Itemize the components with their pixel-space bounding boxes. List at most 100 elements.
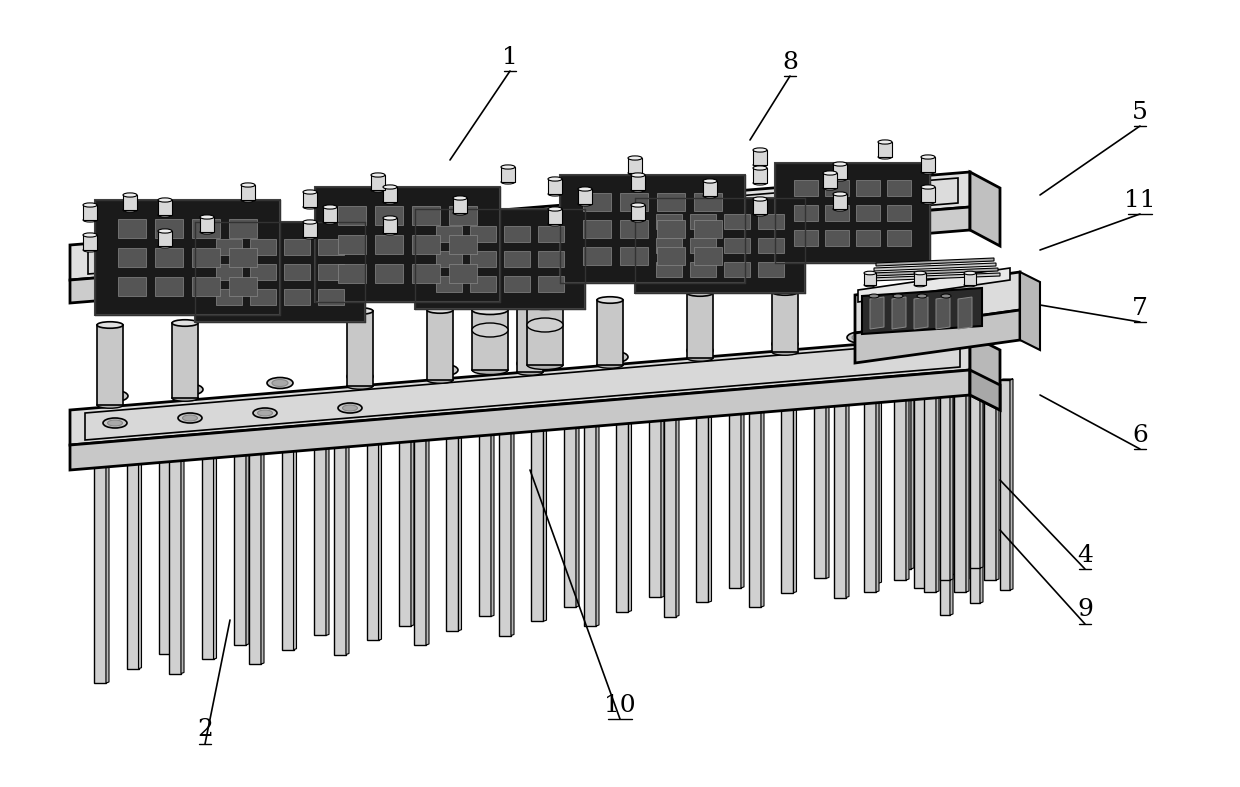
Polygon shape — [676, 400, 680, 616]
Polygon shape — [999, 380, 1011, 590]
Polygon shape — [69, 335, 970, 445]
Polygon shape — [864, 391, 879, 392]
Ellipse shape — [864, 272, 875, 275]
Polygon shape — [157, 231, 172, 246]
Ellipse shape — [753, 148, 768, 152]
Ellipse shape — [921, 200, 935, 204]
Polygon shape — [954, 391, 968, 392]
Ellipse shape — [177, 384, 203, 395]
Polygon shape — [892, 297, 906, 329]
Ellipse shape — [371, 173, 384, 177]
Polygon shape — [192, 248, 219, 267]
Ellipse shape — [303, 190, 317, 194]
Ellipse shape — [258, 410, 273, 416]
Polygon shape — [250, 239, 275, 255]
Ellipse shape — [923, 327, 937, 334]
Polygon shape — [470, 251, 496, 267]
Polygon shape — [577, 386, 579, 607]
Polygon shape — [97, 325, 123, 405]
Ellipse shape — [703, 179, 717, 183]
Polygon shape — [436, 226, 461, 242]
Polygon shape — [155, 248, 182, 267]
Polygon shape — [729, 372, 742, 588]
Polygon shape — [260, 437, 264, 664]
Ellipse shape — [687, 290, 713, 296]
Ellipse shape — [83, 248, 97, 252]
Polygon shape — [914, 377, 929, 378]
Polygon shape — [234, 417, 246, 645]
Polygon shape — [924, 391, 939, 392]
Polygon shape — [980, 387, 983, 603]
Polygon shape — [94, 453, 105, 683]
Ellipse shape — [108, 420, 123, 426]
Polygon shape — [878, 142, 892, 157]
Polygon shape — [216, 289, 242, 305]
Ellipse shape — [347, 371, 373, 382]
Polygon shape — [584, 407, 599, 408]
Polygon shape — [775, 163, 930, 263]
Ellipse shape — [692, 347, 708, 354]
Polygon shape — [954, 392, 966, 592]
Ellipse shape — [753, 166, 768, 170]
Polygon shape — [999, 379, 1013, 380]
Polygon shape — [862, 288, 982, 334]
Ellipse shape — [83, 218, 97, 222]
Polygon shape — [86, 340, 960, 440]
Polygon shape — [294, 423, 296, 650]
Polygon shape — [954, 379, 968, 380]
Polygon shape — [94, 452, 109, 453]
Polygon shape — [105, 452, 109, 683]
Ellipse shape — [172, 395, 198, 401]
Polygon shape — [155, 220, 182, 238]
Ellipse shape — [687, 355, 713, 361]
Polygon shape — [314, 409, 326, 635]
Polygon shape — [781, 379, 794, 593]
Polygon shape — [171, 423, 174, 655]
Polygon shape — [921, 187, 935, 202]
Ellipse shape — [172, 320, 198, 327]
Polygon shape — [414, 422, 429, 423]
Ellipse shape — [383, 231, 397, 235]
Polygon shape — [635, 198, 805, 293]
Ellipse shape — [527, 360, 563, 370]
Ellipse shape — [347, 382, 373, 390]
Polygon shape — [864, 273, 875, 285]
Ellipse shape — [823, 171, 837, 175]
Ellipse shape — [687, 345, 713, 356]
Polygon shape — [543, 401, 547, 621]
Polygon shape — [694, 194, 722, 211]
Polygon shape — [139, 438, 141, 669]
Polygon shape — [826, 180, 848, 196]
Polygon shape — [229, 277, 257, 296]
Polygon shape — [631, 175, 645, 190]
Polygon shape — [414, 423, 427, 645]
Polygon shape — [200, 217, 215, 232]
Polygon shape — [195, 222, 365, 322]
Text: 4: 4 — [1078, 544, 1092, 567]
Polygon shape — [202, 431, 213, 660]
Ellipse shape — [548, 177, 562, 181]
Polygon shape — [691, 238, 715, 253]
Polygon shape — [959, 297, 972, 329]
Polygon shape — [459, 408, 461, 630]
Ellipse shape — [241, 183, 255, 187]
Ellipse shape — [501, 180, 515, 184]
Ellipse shape — [200, 230, 215, 234]
Polygon shape — [856, 310, 1021, 363]
Text: 1: 1 — [502, 46, 518, 68]
Polygon shape — [724, 214, 750, 230]
Polygon shape — [966, 391, 968, 592]
Ellipse shape — [241, 198, 255, 202]
Ellipse shape — [342, 405, 357, 411]
Ellipse shape — [833, 192, 847, 196]
Polygon shape — [620, 194, 647, 211]
Polygon shape — [1011, 379, 1013, 590]
Polygon shape — [833, 194, 847, 209]
Polygon shape — [985, 379, 999, 380]
Polygon shape — [826, 230, 848, 246]
Polygon shape — [159, 424, 171, 655]
Ellipse shape — [383, 200, 397, 204]
Ellipse shape — [548, 207, 562, 211]
Polygon shape — [378, 416, 382, 640]
Polygon shape — [921, 157, 935, 172]
